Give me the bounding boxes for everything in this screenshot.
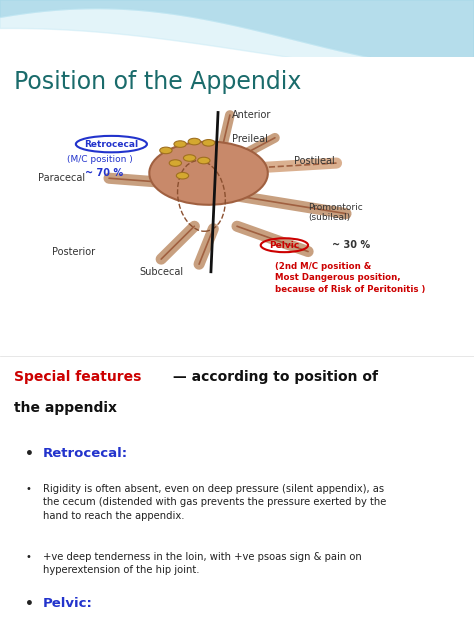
Text: Retrocecal: Retrocecal bbox=[84, 140, 138, 149]
Circle shape bbox=[198, 157, 210, 164]
Text: •: • bbox=[25, 447, 34, 461]
Text: Preileal: Preileal bbox=[232, 134, 268, 144]
Text: (2nd M/C position &
Most Dangerous position,
because of Risk of Peritonitis ): (2nd M/C position & Most Dangerous posit… bbox=[275, 262, 425, 295]
Text: ~ 30 %: ~ 30 % bbox=[332, 240, 370, 250]
Text: Paracecal: Paracecal bbox=[38, 173, 85, 183]
Text: Position of the Appendix: Position of the Appendix bbox=[14, 70, 301, 94]
Text: •: • bbox=[25, 597, 34, 611]
Text: Promontoric
(subileal): Promontoric (subileal) bbox=[308, 203, 363, 222]
Ellipse shape bbox=[149, 142, 268, 205]
Text: Subcecal: Subcecal bbox=[139, 267, 183, 277]
Text: ~ 70 %: ~ 70 % bbox=[85, 168, 123, 178]
Text: •: • bbox=[25, 484, 31, 494]
Text: — according to position of: — according to position of bbox=[168, 370, 378, 384]
Text: Pelvic:: Pelvic: bbox=[43, 597, 93, 610]
Circle shape bbox=[202, 140, 215, 146]
Text: Retrocecal:: Retrocecal: bbox=[43, 447, 128, 460]
Circle shape bbox=[183, 155, 196, 161]
Text: •: • bbox=[25, 552, 31, 562]
Text: Rigidity is often absent, even on deep pressure (silent appendix), as
the cecum : Rigidity is often absent, even on deep p… bbox=[43, 484, 387, 521]
Circle shape bbox=[176, 173, 189, 179]
Text: (M/C position ): (M/C position ) bbox=[67, 155, 132, 164]
Circle shape bbox=[174, 141, 186, 147]
Circle shape bbox=[160, 147, 172, 154]
Circle shape bbox=[169, 160, 182, 166]
Text: Anterior: Anterior bbox=[232, 110, 272, 120]
Text: Pelvic: Pelvic bbox=[269, 241, 300, 250]
Circle shape bbox=[188, 138, 201, 145]
Text: the appendix: the appendix bbox=[14, 401, 117, 415]
Text: Posterior: Posterior bbox=[52, 246, 95, 257]
Text: Special features: Special features bbox=[14, 370, 142, 384]
Text: Postileal: Postileal bbox=[294, 155, 335, 166]
Text: +ve deep tenderness in the loin, with +ve psoas sign & pain on
hyperextension of: +ve deep tenderness in the loin, with +v… bbox=[43, 552, 362, 575]
